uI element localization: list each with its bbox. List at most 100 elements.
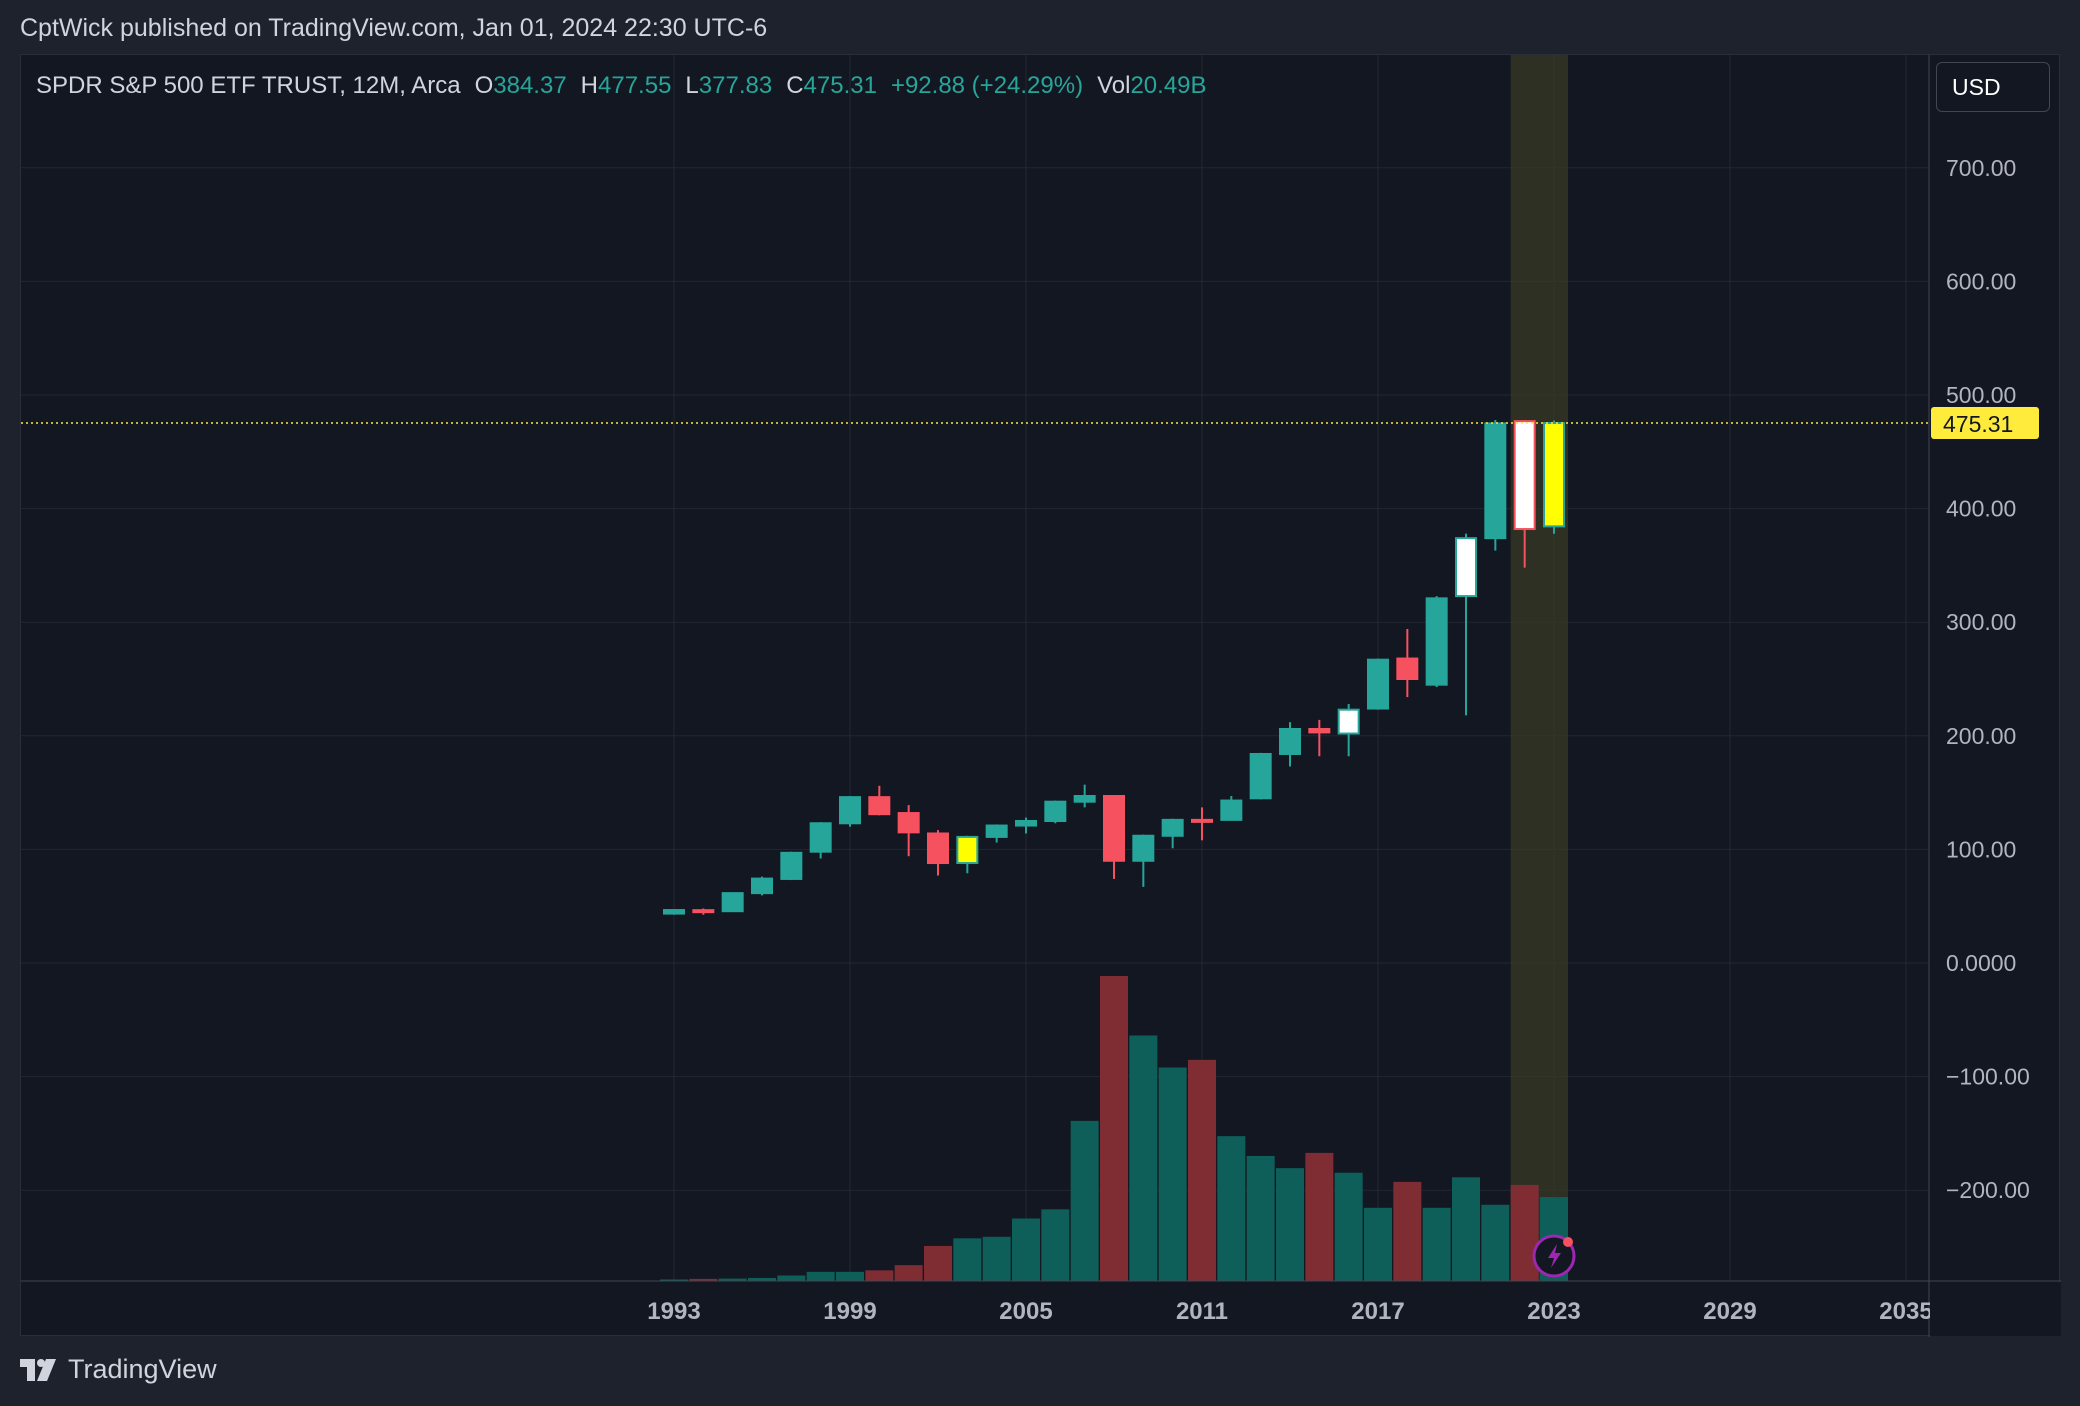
candle-body[interactable] bbox=[1308, 727, 1331, 734]
candlestick-chart[interactable]: 700.00 600.00 500.00 400.00 300.00 200.00 100.… bbox=[21, 55, 2061, 1337]
volume-bar[interactable] bbox=[1158, 1067, 1187, 1282]
candle-body[interactable] bbox=[1543, 422, 1565, 528]
volume-bar[interactable] bbox=[1510, 1184, 1539, 1281]
candle-body[interactable] bbox=[839, 796, 861, 825]
chart-panel[interactable]: 700.00 600.00 500.00 400.00 300.00 200.00 100.… bbox=[20, 54, 2061, 1337]
change-value: +92.88 (+24.29%) bbox=[890, 72, 1084, 99]
candle-body[interactable] bbox=[1513, 420, 1536, 531]
candle-body[interactable] bbox=[985, 824, 1008, 838]
volume-bar[interactable] bbox=[806, 1271, 835, 1281]
y-tick-label: 700.00 bbox=[1946, 155, 2016, 181]
x-tick-label: 1999 bbox=[823, 1298, 876, 1325]
volume-bar[interactable] bbox=[689, 1278, 718, 1281]
candle-body[interactable] bbox=[1425, 597, 1448, 686]
high-label: H bbox=[580, 72, 599, 99]
y-tick-label: 200.00 bbox=[1946, 723, 2016, 749]
x-tick-label: 2017 bbox=[1351, 1298, 1404, 1325]
x-tick-label: 1993 bbox=[647, 1298, 700, 1325]
candle-body[interactable] bbox=[809, 822, 832, 853]
candle-body[interactable] bbox=[663, 909, 685, 915]
volume-bar[interactable] bbox=[748, 1277, 776, 1281]
volume-bar[interactable] bbox=[1217, 1136, 1246, 1281]
candle-body[interactable] bbox=[1484, 422, 1507, 540]
y-tick-label: −100.00 bbox=[1946, 1064, 2030, 1090]
y-tick-label: 300.00 bbox=[1946, 609, 2016, 635]
candle-body[interactable] bbox=[1337, 708, 1360, 735]
candle-body[interactable] bbox=[751, 877, 773, 895]
volume-value: 20.49B bbox=[1130, 72, 1207, 99]
y-tick-label: 600.00 bbox=[1946, 268, 2016, 294]
x-tick-label: 2035 bbox=[1879, 1298, 1932, 1325]
volume-bar[interactable] bbox=[1393, 1181, 1422, 1281]
candle-body[interactable] bbox=[927, 832, 949, 865]
y-tick-label: 100.00 bbox=[1946, 836, 2016, 862]
volume-bar[interactable] bbox=[865, 1270, 894, 1281]
volume-bar[interactable] bbox=[1188, 1059, 1216, 1281]
tradingview-footer[interactable]: TradingView bbox=[20, 1354, 217, 1385]
x-tick-label: 2029 bbox=[1703, 1298, 1756, 1325]
low-label: L bbox=[685, 72, 699, 99]
candle-body[interactable] bbox=[1249, 752, 1272, 800]
candle-body[interactable] bbox=[1103, 795, 1125, 862]
chart-legend: SPDR S&P 500 ETF TRUST, 12M, Arca O384.37… bbox=[36, 72, 1207, 100]
candle-body[interactable] bbox=[780, 851, 803, 880]
high-value: 477.55 bbox=[598, 72, 672, 99]
candle-body[interactable] bbox=[1073, 795, 1096, 803]
low-value: 377.83 bbox=[698, 72, 773, 99]
volume-bar[interactable] bbox=[836, 1271, 864, 1281]
last-price-label: 475.31 bbox=[1943, 411, 2013, 437]
candle-body[interactable] bbox=[956, 835, 979, 865]
volume-bar[interactable] bbox=[1305, 1152, 1334, 1281]
candle-body[interactable] bbox=[868, 796, 891, 816]
volume-bar[interactable] bbox=[1276, 1168, 1304, 1281]
candle-body[interactable] bbox=[1044, 800, 1067, 822]
close-label: C bbox=[786, 72, 804, 99]
volume-bar[interactable] bbox=[894, 1265, 923, 1281]
highlight-band bbox=[1510, 55, 1568, 1281]
volume-bar[interactable] bbox=[1422, 1207, 1451, 1281]
axis-corner bbox=[1930, 1282, 2061, 1336]
volume-bar[interactable] bbox=[1012, 1218, 1040, 1281]
y-tick-label: 500.00 bbox=[1946, 382, 2016, 408]
candle-body[interactable] bbox=[1220, 799, 1243, 821]
candle-body[interactable] bbox=[897, 812, 920, 834]
candle-body[interactable] bbox=[1279, 727, 1301, 755]
currency-button[interactable]: USD bbox=[1936, 62, 2050, 112]
volume-bar[interactable] bbox=[1041, 1209, 1070, 1281]
candle-body[interactable] bbox=[1191, 818, 1213, 823]
volume-label: Vol bbox=[1097, 72, 1131, 99]
volume-bar[interactable] bbox=[1452, 1177, 1480, 1281]
volume-bar[interactable] bbox=[1070, 1120, 1099, 1281]
x-tick-label: 2011 bbox=[1176, 1298, 1228, 1325]
volume-bar[interactable] bbox=[777, 1275, 806, 1281]
candle-body[interactable] bbox=[692, 909, 715, 914]
volume-bar[interactable] bbox=[1129, 1035, 1158, 1281]
x-tick-label: 2005 bbox=[999, 1298, 1052, 1325]
volume-bar[interactable] bbox=[1334, 1172, 1363, 1281]
candle-body[interactable] bbox=[1367, 658, 1389, 710]
y-tick-label: 400.00 bbox=[1946, 496, 2016, 522]
volume-bar[interactable] bbox=[953, 1238, 982, 1281]
open-label: O bbox=[474, 72, 494, 99]
volume-bar[interactable] bbox=[1364, 1207, 1392, 1281]
volume-bar[interactable] bbox=[1100, 976, 1128, 1281]
volume-bar[interactable] bbox=[1246, 1155, 1275, 1281]
volume-bar[interactable] bbox=[924, 1245, 952, 1281]
volume-bar[interactable] bbox=[660, 1279, 688, 1281]
candle-body[interactable] bbox=[721, 892, 744, 913]
lightning-bolt-icon bbox=[1548, 1244, 1561, 1268]
tradingview-logo-icon bbox=[20, 1358, 56, 1381]
candle-body[interactable] bbox=[1015, 820, 1037, 827]
volume-bar[interactable] bbox=[1481, 1204, 1510, 1281]
candle-body[interactable] bbox=[1455, 537, 1477, 598]
x-tick-label: 2023 bbox=[1527, 1298, 1580, 1325]
volume-bar[interactable] bbox=[718, 1278, 747, 1281]
y-tick-label: 0.0000 bbox=[1946, 950, 2016, 976]
candle-body[interactable] bbox=[1132, 834, 1155, 862]
publisher-line: CptWick published on TradingView.com, Ja… bbox=[20, 14, 768, 42]
notification-dot-icon bbox=[1563, 1237, 1573, 1247]
volume-bar[interactable] bbox=[982, 1236, 1011, 1281]
y-tick-label: −200.00 bbox=[1946, 1177, 2030, 1203]
candle-body[interactable] bbox=[1396, 657, 1419, 681]
candle-body[interactable] bbox=[1161, 818, 1184, 837]
